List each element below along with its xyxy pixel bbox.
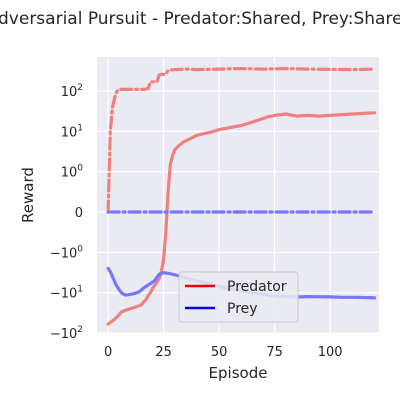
y-axis-label: Reward — [19, 167, 37, 223]
x-axis-label: Episode — [209, 364, 268, 382]
x-tick-label: 25 — [155, 345, 172, 360]
y-tick-label: 100 — [61, 164, 84, 181]
y-tick-label: −101 — [50, 285, 83, 302]
x-tick-labels: 0 25 50 75 100 — [104, 345, 343, 360]
chart-title: Adversarial Pursuit - Predator:Shared, P… — [0, 9, 400, 29]
y-tick-label: 101 — [61, 123, 83, 140]
series-line-predator-dashdot — [106, 67, 377, 214]
x-tick-label: 75 — [266, 345, 283, 360]
x-tick-label: 0 — [104, 345, 112, 360]
legend-box — [178, 271, 299, 323]
series-group — [106, 67, 377, 326]
y-tick-label: 102 — [61, 83, 83, 100]
series-line-predator-solid — [106, 111, 377, 326]
y-tick-label: −100 — [50, 244, 83, 261]
x-tick-label: 50 — [211, 345, 228, 360]
legend: Predator Prey — [178, 271, 299, 323]
y-tick-label: 0 — [75, 206, 83, 221]
y-tick-labels: 102 101 100 0 −100 −101 −102 — [50, 83, 83, 342]
series-line-prey-solid — [106, 266, 377, 300]
x-tick-label: 100 — [318, 345, 343, 360]
legend-label-prey: Prey — [227, 301, 258, 317]
legend-label-predator: Predator — [227, 279, 287, 295]
y-tick-label: −102 — [50, 325, 83, 342]
